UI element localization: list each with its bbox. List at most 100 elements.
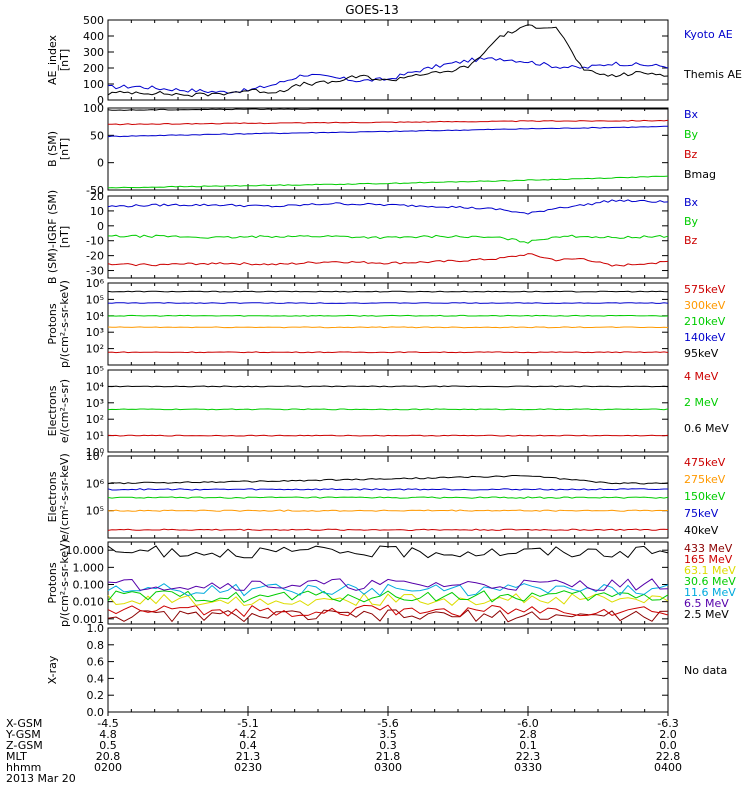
y-tick-label: 0.010 [73,596,105,609]
series-line [107,545,669,559]
panel-5: 10⁰ 10¹ 10² 10³ 10⁴ 10⁵ Electrons e/(cm²-s-sr) 4… [46,364,729,459]
y-tick-label: 0.8 [87,639,105,652]
panel-1: 0 100 200 300 400 500 AE_index [nT] Kyoto AE Them… [46,14,742,107]
y-axis-label: AE_index [46,34,59,85]
y-tick-label: 100 [83,102,104,115]
panel-8: 0.0 0.2 0.4 0.6 0.8 1.0 X-ray No data [46,622,727,719]
y-tick-label: 0.2 [87,689,105,702]
legend-label: 63.1 MeV [684,564,736,577]
series-line [107,326,669,329]
legend-label: Bx [684,196,699,209]
y-tick-label: 0.0 [87,706,105,719]
y-tick-label: 10⁵ [86,364,104,377]
y-tick-label: 0 [97,220,104,233]
y-axis-unit: [nT] [58,49,71,71]
footer-row-label: MLT [6,750,27,763]
legend-label: By [684,215,699,228]
footer-value: 0.1 [519,739,537,752]
footer-value: 2.0 [659,728,677,741]
series-line [107,351,669,354]
y-axis-label: Protons [46,303,59,344]
legend-label: Bx [684,108,699,121]
legend-label: Bz [684,148,698,161]
y-tick-label: 10² [86,413,104,426]
series-line [107,302,669,304]
series-line [107,583,669,597]
footer-value: 0.3 [379,739,397,752]
y-tick-label: 0 [97,94,104,107]
footer-value: 0.0 [659,739,677,752]
series-line [107,590,669,603]
y-tick-label: 100 [83,78,104,91]
series-line [107,253,669,267]
legend-label: 275keV [684,473,726,486]
series-line [107,385,669,388]
y-tick-label: 0.100 [73,579,105,592]
footer-value: 20.8 [96,750,121,763]
series-line [107,290,669,293]
series-line [107,496,669,499]
series-line [107,592,669,607]
y-axis-unit: [nT] [58,226,71,248]
series-line [107,57,669,94]
y-tick-label: 10⁷ [86,450,104,463]
footer-row-label: X-GSM [6,717,42,730]
series-line [107,578,669,591]
y-tick-label: 1.0 [87,622,105,635]
y-tick-label: 200 [83,62,104,75]
y-tick-label: 10⁵ [86,293,104,306]
y-axis-label: Electrons [46,471,59,522]
y-axis-label: Protons [46,562,59,603]
y-tick-label: 300 [83,46,104,59]
legend-label: Kyoto AE [684,28,733,41]
series-line [107,488,668,491]
legend-label: 11.6 MeV [684,586,736,599]
y-tick-label: 0 [97,157,104,170]
footer-value: 0400 [654,761,682,774]
legend-label: 75keV [684,507,719,520]
y-tick-label: 400 [83,30,104,43]
legend-label: 4 MeV [684,370,719,383]
footer-value: 3.5 [379,728,397,741]
footer-value: 21.3 [236,750,261,763]
footer-value: 4.2 [239,728,257,741]
legend-label: 140keV [684,331,726,344]
footer-value: -4.5 [97,717,118,730]
y-axis-unit: e/(cm²-s-sr-keV) [58,453,71,541]
footer-value: 0330 [514,761,542,774]
series-line [107,604,669,618]
no-data-label: No data [684,664,727,677]
y-tick-label: 10⁵ [86,505,104,518]
footer-value: 0300 [374,761,402,774]
series-line [107,108,668,111]
panel-6: 10⁵ 10⁶ 10⁷ Electrons e/(cm²-s-sr-keV) 475keV… [46,450,726,541]
legend-label: 433 MeV [684,542,733,555]
y-tick-label: 10⁶ [86,477,105,490]
y-tick-label: 10¹ [86,430,104,443]
legend-label: By [684,128,699,141]
legend-label: 6.5 MeV [684,597,729,610]
legend-label: 2 MeV [684,396,719,409]
y-tick-label: -10 [86,235,104,248]
legend-label: 0.6 MeV [684,422,729,435]
y-axis-unit: p/(cm²-s-sr-keV) [58,280,71,368]
series-line [107,408,669,411]
y-axis-unit: [nT] [58,138,71,160]
series-line [107,609,669,623]
legend-label: Bz [684,234,698,247]
footer-row-label: hhmm [6,761,41,774]
series-line [107,434,669,437]
y-tick-label: -30 [86,265,104,278]
footer-value: 22.8 [656,750,681,763]
y-tick-label: 500 [83,14,104,27]
y-tick-label: 10³ [86,326,104,339]
legend-label: 210keV [684,315,726,328]
y-tick-label: 0.001 [73,613,105,626]
footer-value: -6.3 [657,717,678,730]
y-axis-unit: p/(cm²-s-sr-keV) [58,539,71,627]
legend-label: Bmag [684,168,716,181]
series-line [107,528,669,532]
y-tick-label: 10 [90,205,104,218]
panel-4: 10² 10³ 10⁴ 10⁵ 10⁶ Protons p/(cm²-s-sr-keV) 57… [46,277,726,368]
footer-value: -5.6 [377,717,398,730]
